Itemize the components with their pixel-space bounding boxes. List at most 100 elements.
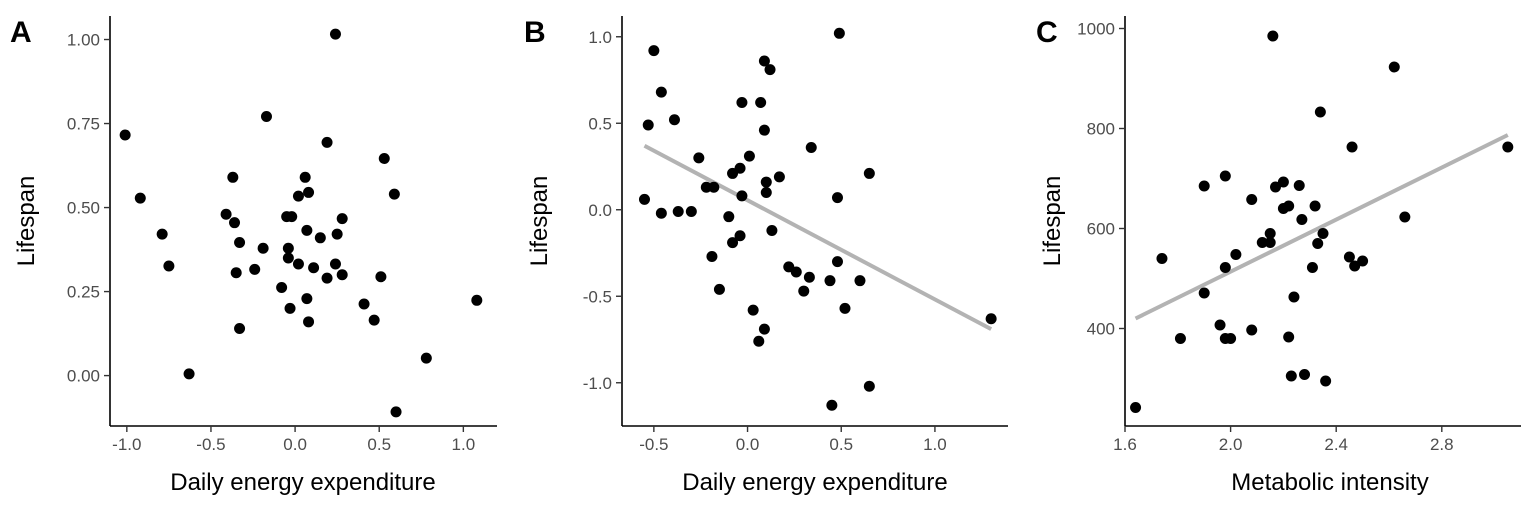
- data-point: [329, 28, 341, 40]
- x-tick-label: 1.0: [452, 435, 476, 454]
- data-point: [1283, 331, 1295, 343]
- data-point: [1283, 200, 1295, 212]
- data-point: [1267, 30, 1279, 42]
- data-point: [134, 192, 146, 204]
- y-tick-label: -1.0: [583, 374, 612, 393]
- panel-b-tag: B: [524, 16, 546, 49]
- data-point: [299, 171, 311, 183]
- data-point: [331, 228, 343, 240]
- data-point: [1293, 180, 1305, 191]
- data-point: [668, 114, 680, 126]
- data-point: [1156, 253, 1168, 264]
- data-point: [301, 224, 313, 236]
- y-tick-label: 0.75: [67, 115, 100, 134]
- data-point: [758, 55, 770, 67]
- data-point: [760, 186, 772, 198]
- panel-a: A -1.0 -0.5 0.0 0.5 1.00.000.250.500.751.00 …: [10, 16, 497, 496]
- x-tick-label: 1.0: [923, 435, 947, 454]
- y-tick-label: 400: [1087, 320, 1115, 339]
- data-point: [753, 335, 765, 347]
- data-point: [375, 271, 387, 283]
- data-point: [301, 293, 313, 305]
- panel-a-ticks: -1.0 -0.5 0.0 0.5 1.0 0.00 0.25 0.50 0.75 1.00: [67, 31, 475, 454]
- data-point: [390, 406, 402, 418]
- data-point: [229, 217, 241, 229]
- data-point: [276, 282, 288, 294]
- data-point: [798, 285, 810, 297]
- data-point: [1264, 228, 1276, 239]
- panel-a-x-axis-title: Daily energy expenditure: [170, 469, 436, 496]
- data-point: [708, 181, 720, 193]
- data-point: [358, 298, 370, 310]
- data-point: [766, 225, 778, 237]
- data-point: [282, 252, 294, 264]
- x-tick-label: -0.5: [639, 435, 668, 454]
- data-point: [368, 314, 380, 326]
- y-tick-label: 800: [1087, 120, 1115, 139]
- data-point: [321, 136, 333, 148]
- panel-c: C 1.6 2.0 2.4 2.8 400 600 800 1000 Metabolic in…: [1036, 16, 1521, 496]
- data-point: [824, 275, 836, 287]
- panel-a-marks: [119, 28, 483, 418]
- panel-c-ticks: 1.6 2.0 2.4 2.8 400 600 800 1000: [1077, 20, 1453, 455]
- panel-c-trend-line: [1134, 133, 1509, 321]
- data-point: [1246, 324, 1258, 336]
- data-point: [119, 129, 131, 141]
- data-point: [736, 96, 748, 108]
- data-point: [826, 399, 838, 411]
- data-point: [1346, 141, 1358, 153]
- panel-b-x-axis-title: Daily energy expenditure: [682, 469, 948, 496]
- y-tick-label: -0.5: [583, 287, 612, 306]
- data-point: [1219, 262, 1231, 273]
- data-point: [727, 237, 739, 249]
- panel-b-marks: [638, 27, 997, 411]
- data-point: [1269, 181, 1281, 193]
- x-tick-label: 2.8: [1430, 435, 1454, 454]
- data-point: [803, 271, 815, 283]
- data-point: [1320, 375, 1332, 387]
- data-point: [734, 162, 746, 174]
- data-point: [1388, 61, 1400, 73]
- data-point: [1264, 237, 1276, 248]
- data-point: [1314, 106, 1326, 118]
- x-tick-label: 0.5: [829, 435, 853, 454]
- x-tick-label: 2.4: [1324, 435, 1348, 454]
- data-point: [227, 171, 239, 183]
- data-point: [764, 64, 776, 76]
- data-point: [1312, 238, 1324, 249]
- data-point: [1130, 402, 1142, 413]
- data-point: [743, 150, 755, 162]
- panel-b-trend-line: [643, 143, 993, 331]
- data-point: [672, 205, 684, 217]
- data-point: [284, 302, 296, 314]
- data-point: [655, 207, 667, 219]
- data-point: [854, 275, 866, 287]
- x-tick-label: -0.5: [196, 435, 225, 454]
- data-point: [1214, 319, 1226, 331]
- data-point: [773, 171, 785, 183]
- data-point: [1277, 176, 1289, 188]
- data-point: [831, 192, 843, 204]
- x-tick-label: 0.0: [736, 435, 760, 454]
- data-point: [1306, 262, 1318, 273]
- data-point: [1502, 141, 1514, 153]
- panel-c-marks: [1130, 30, 1514, 413]
- x-tick-label: 0.5: [367, 435, 391, 454]
- data-point: [1246, 194, 1258, 205]
- data-point: [713, 283, 725, 295]
- x-tick-label: 2.0: [1219, 435, 1243, 454]
- data-point: [292, 258, 304, 270]
- data-point: [1309, 200, 1321, 212]
- y-tick-label: 600: [1087, 220, 1115, 239]
- data-point: [234, 237, 246, 249]
- data-point: [863, 380, 875, 392]
- data-point: [257, 242, 269, 254]
- panel-c-x-axis-title: Metabolic intensity: [1231, 469, 1428, 496]
- data-point: [758, 323, 770, 335]
- panel-a-y-axis-title: Lifespan: [13, 176, 40, 267]
- data-point: [755, 96, 767, 108]
- x-tick-label: -1.0: [112, 435, 141, 454]
- data-point: [1399, 211, 1411, 223]
- data-point: [1219, 170, 1231, 182]
- data-point: [1296, 214, 1308, 225]
